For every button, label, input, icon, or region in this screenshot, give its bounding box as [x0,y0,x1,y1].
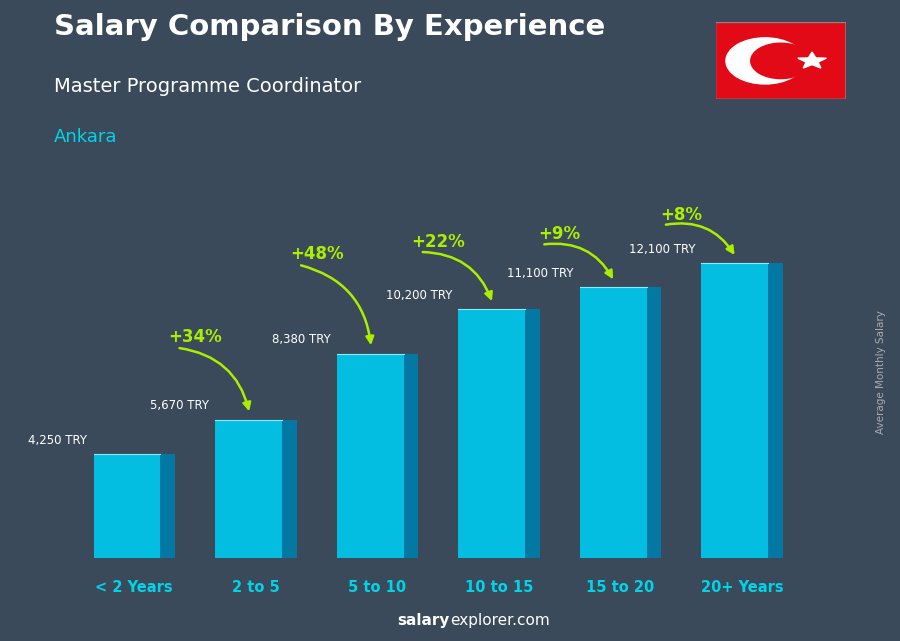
Polygon shape [337,354,403,558]
Polygon shape [580,287,647,558]
Text: Ankara: Ankara [54,128,118,146]
Polygon shape [525,309,540,558]
Text: explorer.com: explorer.com [450,613,550,628]
Text: 11,100 TRY: 11,100 TRY [508,267,574,280]
Polygon shape [701,263,769,558]
Text: 8,380 TRY: 8,380 TRY [272,333,330,346]
Polygon shape [769,263,783,558]
Polygon shape [403,354,418,558]
FancyBboxPatch shape [716,22,846,99]
Text: +8%: +8% [661,206,702,224]
Text: +9%: +9% [539,226,580,244]
Text: 10,200 TRY: 10,200 TRY [386,289,452,302]
Text: +48%: +48% [290,246,344,263]
Polygon shape [215,420,282,558]
Polygon shape [160,454,175,558]
Circle shape [751,43,811,79]
Text: 2 to 5: 2 to 5 [232,579,280,595]
Text: 12,100 TRY: 12,100 TRY [629,243,696,256]
Text: +34%: +34% [168,328,222,347]
Polygon shape [282,420,297,558]
Text: 5 to 10: 5 to 10 [348,579,407,595]
Polygon shape [647,287,662,558]
Text: 15 to 20: 15 to 20 [587,579,654,595]
Text: Master Programme Coordinator: Master Programme Coordinator [54,77,361,96]
Polygon shape [797,52,826,68]
Text: < 2 Years: < 2 Years [95,579,173,595]
Text: salary: salary [398,613,450,628]
Text: +22%: +22% [411,233,465,251]
Polygon shape [94,454,160,558]
Circle shape [726,38,805,84]
Text: Average Monthly Salary: Average Monthly Salary [877,310,886,434]
Text: Salary Comparison By Experience: Salary Comparison By Experience [54,13,605,41]
Text: 10 to 15: 10 to 15 [464,579,533,595]
Text: 20+ Years: 20+ Years [701,579,784,595]
Text: 5,670 TRY: 5,670 TRY [150,399,209,412]
Text: 4,250 TRY: 4,250 TRY [29,434,87,447]
Polygon shape [458,309,525,558]
